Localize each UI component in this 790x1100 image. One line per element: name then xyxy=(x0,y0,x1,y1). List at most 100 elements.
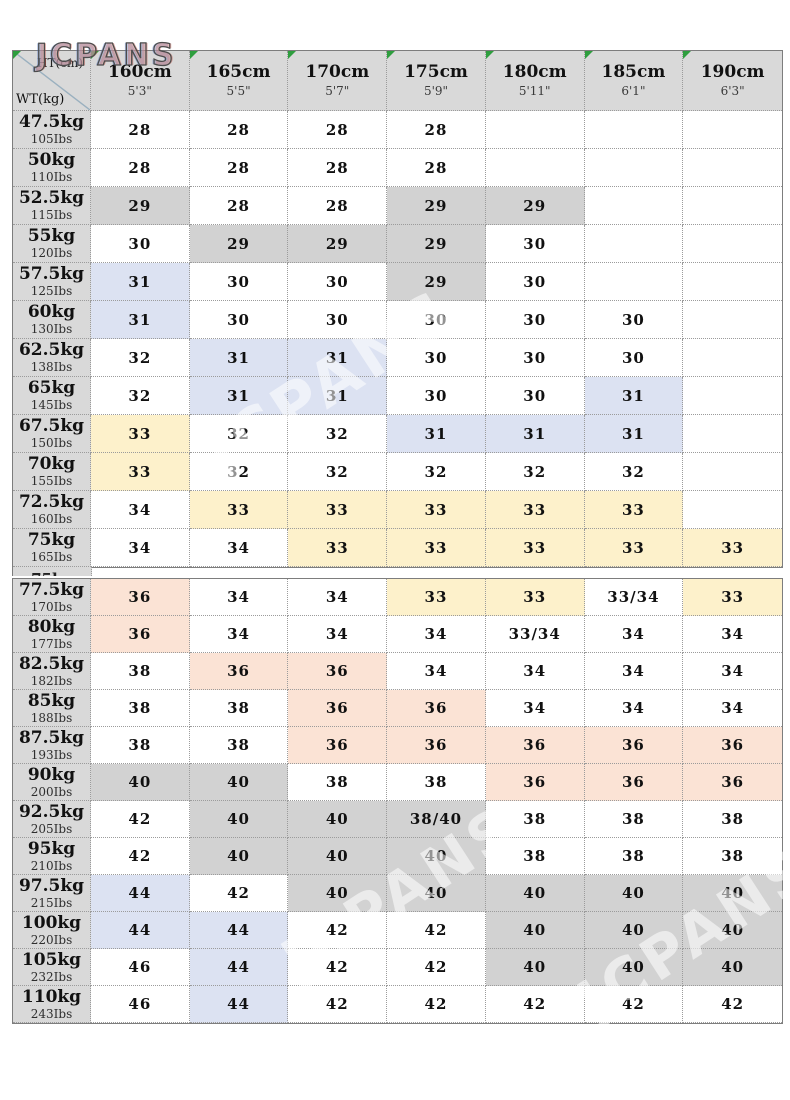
size-value: 30 xyxy=(523,348,547,367)
size-cell xyxy=(683,149,782,187)
size-cell: 34 xyxy=(584,653,684,690)
size-value: 40 xyxy=(227,810,250,828)
column-header: 160cm 5'3" xyxy=(91,51,190,111)
row-label-lbs: 210Ibs xyxy=(30,858,73,873)
size-cell: 38 xyxy=(584,801,684,838)
size-cell: 34 xyxy=(91,491,190,529)
size-value: 36 xyxy=(325,736,349,754)
size-cell xyxy=(683,263,782,301)
size-cell: 29 xyxy=(189,225,289,263)
size-value: 32 xyxy=(128,386,152,405)
size-value: 40 xyxy=(721,884,745,902)
size-cell: 46 xyxy=(91,986,190,1023)
size-cell: 30 xyxy=(288,263,388,301)
row-label-kg: 50kg xyxy=(27,150,76,170)
size-value: 30 xyxy=(621,310,645,329)
size-value: 30 xyxy=(424,386,448,405)
size-value: 44 xyxy=(227,958,250,976)
size-value: 33 xyxy=(227,500,250,519)
size-cell: 31 xyxy=(584,377,684,415)
size-cell: 34 xyxy=(387,653,486,690)
size-cell: 38 xyxy=(485,801,585,838)
size-value: 28 xyxy=(424,158,448,177)
size-cell: 36 xyxy=(485,727,585,764)
size-cell xyxy=(683,491,782,529)
row-label-lbs: 232Ibs xyxy=(30,969,73,984)
size-cell: 36 xyxy=(683,764,782,801)
size-cell: 36 xyxy=(288,690,388,727)
size-cell: 32 xyxy=(387,453,486,491)
column-header-cm: 165cm xyxy=(206,61,271,82)
size-cell xyxy=(584,225,684,263)
size-cell: 38 xyxy=(91,690,190,727)
size-value: 36 xyxy=(523,736,547,754)
size-value: 34 xyxy=(523,662,547,680)
size-value: 42 xyxy=(227,884,250,902)
size-value: 33 xyxy=(325,538,349,557)
column-header-cm: 180cm xyxy=(502,61,567,82)
size-value: 29 xyxy=(325,234,349,253)
size-cell: 29 xyxy=(387,263,486,301)
size-cell xyxy=(584,111,684,149)
size-cell: 36 xyxy=(584,764,684,801)
size-cell: 33 xyxy=(387,491,486,529)
size-cell: 33 xyxy=(485,529,585,567)
size-cell: 33/34 xyxy=(584,579,684,616)
size-cell xyxy=(584,187,684,225)
size-cell: 42 xyxy=(288,949,388,986)
size-cell: 31 xyxy=(189,339,289,377)
row-label-lbs: 182Ibs xyxy=(30,673,73,688)
size-cell: 36 xyxy=(288,653,388,690)
cell-flag-icon xyxy=(584,51,593,59)
size-cell: 40 xyxy=(683,875,782,912)
cell-flag-icon xyxy=(189,51,198,59)
size-cell: 38 xyxy=(584,838,684,875)
size-cell: 38/40 xyxy=(387,801,486,838)
size-cell xyxy=(683,339,782,377)
size-value: 38 xyxy=(721,847,745,865)
size-cell: 40 xyxy=(584,875,684,912)
size-cell: 31 xyxy=(288,377,388,415)
size-value: 40 xyxy=(523,958,547,976)
size-cell: 32 xyxy=(485,453,585,491)
size-cell: 36 xyxy=(387,690,486,727)
row-label: 57.5kg 125Ibs xyxy=(13,263,91,301)
size-cell: 28 xyxy=(91,149,190,187)
size-cell: 28 xyxy=(288,149,388,187)
size-cell: 42 xyxy=(288,986,388,1023)
size-value: 29 xyxy=(128,196,152,215)
size-cell: 40 xyxy=(387,875,486,912)
size-cell: 32 xyxy=(288,453,388,491)
size-cell: 29 xyxy=(288,225,388,263)
size-value: 28 xyxy=(128,158,152,177)
row-label: 75kg 165Ibs xyxy=(13,529,91,567)
size-cell xyxy=(683,453,782,491)
size-cell: 33 xyxy=(485,579,585,616)
row-label: 47.5kg 105Ibs xyxy=(13,111,91,149)
size-cell: 34 xyxy=(584,616,684,653)
cell-flag-icon xyxy=(288,51,297,59)
size-cell: 30 xyxy=(387,377,486,415)
row-label-kg: 97.5kg xyxy=(18,875,85,896)
size-value: 40 xyxy=(424,884,448,902)
size-cell: 42 xyxy=(683,986,782,1023)
size-value: 42 xyxy=(424,958,448,976)
row-label: 92.5kg 205Ibs xyxy=(13,801,91,838)
size-value: 40 xyxy=(621,884,645,902)
size-cell: 33 xyxy=(584,491,684,529)
size-value: 36 xyxy=(325,699,349,717)
size-value: 31 xyxy=(227,348,250,367)
size-cell: 34 xyxy=(288,616,388,653)
size-value: 30 xyxy=(523,234,547,253)
column-header: 180cm 5'11" xyxy=(485,51,585,111)
size-table-block-1: HT(cm) WT(kg) 160cm 5'3" 165cm 5'5" 170c… xyxy=(12,50,783,568)
row-label-kg: 57.5kg xyxy=(18,264,85,284)
size-cell xyxy=(683,415,782,453)
size-value: 36 xyxy=(523,773,547,791)
size-cell: 36 xyxy=(91,579,190,616)
size-value: 40 xyxy=(227,773,250,791)
size-value: 31 xyxy=(325,348,349,367)
size-value: 33 xyxy=(424,538,448,557)
size-value: 36 xyxy=(721,773,745,791)
size-value: 34 xyxy=(621,625,645,643)
